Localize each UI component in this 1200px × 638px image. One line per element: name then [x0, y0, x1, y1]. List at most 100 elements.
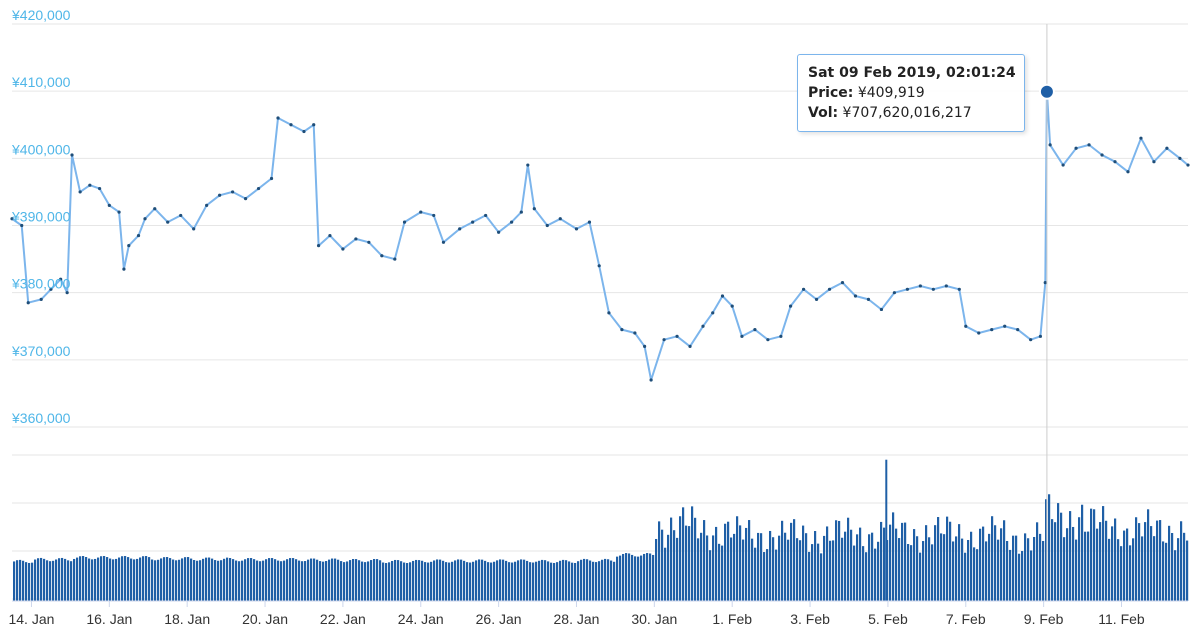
volume-bar — [823, 535, 826, 601]
volume-bar — [106, 557, 109, 601]
volume-bar — [700, 532, 703, 601]
volume-bar — [916, 536, 919, 601]
price-point — [393, 257, 397, 261]
volume-bar — [748, 520, 751, 601]
volume-bar — [472, 561, 475, 601]
price-point — [964, 324, 968, 328]
price-tooltip: Sat 09 Feb 2019, 02:01:24 Price: ¥409,91… — [797, 54, 1025, 132]
volume-bar — [163, 557, 166, 601]
volume-bar — [901, 522, 904, 601]
price-point — [328, 233, 332, 238]
volume-bar — [361, 561, 364, 601]
volume-bar — [409, 562, 412, 601]
x-tick-label: 24. Jan — [398, 611, 444, 627]
volume-bar — [373, 558, 376, 601]
volume-bar — [427, 562, 430, 601]
volume-bar — [796, 538, 799, 601]
volume-bar — [685, 525, 688, 601]
volume-bar — [25, 562, 28, 601]
price-point — [597, 264, 601, 268]
volume-bar — [289, 558, 292, 601]
volume-bar — [85, 557, 88, 601]
price-series[interactable] — [11, 90, 1189, 381]
volume-bar — [928, 537, 931, 601]
volume-bar — [955, 536, 958, 601]
volume-bar — [772, 537, 775, 601]
volume-bar — [703, 520, 706, 601]
volume-bar — [880, 521, 883, 601]
volume-bar — [679, 516, 682, 601]
volume-bar — [208, 557, 211, 601]
x-tick-label: 30. Jan — [631, 611, 677, 627]
volume-bar — [280, 561, 283, 601]
y-tick-label: ¥400,000 — [11, 141, 71, 157]
price-point — [65, 291, 69, 295]
volume-bar — [688, 526, 691, 601]
volume-bar — [502, 559, 505, 601]
volume-bar — [610, 560, 613, 601]
volume-bar — [406, 563, 409, 601]
volume-bar — [76, 557, 79, 601]
volume-bar — [31, 562, 34, 601]
y-tick-label: ¥360,000 — [11, 410, 71, 426]
price-point — [1126, 170, 1130, 174]
volume-bar — [556, 562, 559, 601]
x-tick-label: 3. Feb — [790, 611, 830, 627]
volume-bar — [838, 520, 841, 601]
volume-bar — [241, 560, 244, 601]
volume-bar — [607, 559, 610, 601]
price-point — [432, 213, 436, 218]
volume-bar — [52, 560, 55, 601]
x-tick-label: 28. Jan — [554, 611, 600, 627]
volume-bar — [121, 556, 124, 601]
volume-bar — [295, 559, 298, 601]
volume-bar — [853, 545, 856, 601]
volume-bar — [535, 561, 538, 601]
volume-bar — [769, 530, 772, 601]
volume-bar — [739, 525, 742, 601]
volume-bar — [481, 559, 484, 601]
volume-bar — [721, 545, 724, 601]
volume-bar — [577, 561, 580, 601]
volume-bar — [754, 547, 757, 601]
volume-bar — [466, 562, 469, 601]
volume-bar — [94, 558, 97, 601]
price-point — [509, 220, 514, 224]
volume-bar — [442, 560, 445, 601]
price-line — [11, 90, 1189, 381]
volume-bar — [43, 558, 46, 601]
volume-bar — [1081, 504, 1084, 601]
volume-bar — [724, 523, 727, 601]
price-point — [643, 344, 647, 348]
volume-bar — [256, 560, 259, 601]
price-point — [633, 331, 637, 335]
volume-bar — [550, 562, 553, 601]
volume-bar — [1162, 541, 1165, 601]
volume-bar — [415, 559, 418, 601]
volume-bar — [847, 517, 850, 601]
volume-bar — [1150, 526, 1153, 601]
volume-bar — [625, 553, 628, 601]
price-point — [1074, 146, 1078, 150]
volume-bar — [1153, 536, 1156, 601]
volume-bar — [970, 531, 973, 601]
tooltip-date: Sat 09 Feb 2019, 02:01:24 — [808, 65, 1016, 81]
volume-bar — [1183, 532, 1186, 601]
x-tick-label: 1. Feb — [712, 611, 752, 627]
volume-peak-bar — [885, 459, 888, 601]
axis-labels: ¥420,000 ¥410,000 ¥400,000 ¥390,000 ¥380,000… — [8, 7, 1188, 627]
volume-bar — [58, 558, 61, 601]
volume-bar — [454, 560, 457, 601]
volume-bar — [964, 552, 967, 601]
volume-bar — [103, 556, 106, 601]
volume-bar — [181, 558, 184, 601]
volume-bar — [787, 539, 790, 601]
volume-bar — [79, 556, 82, 601]
volume-bar — [895, 528, 898, 601]
volume-bar — [250, 558, 253, 601]
volume-bar — [1129, 545, 1132, 601]
y-tick-label: ¥370,000 — [11, 343, 71, 359]
volume-bar — [118, 557, 121, 601]
